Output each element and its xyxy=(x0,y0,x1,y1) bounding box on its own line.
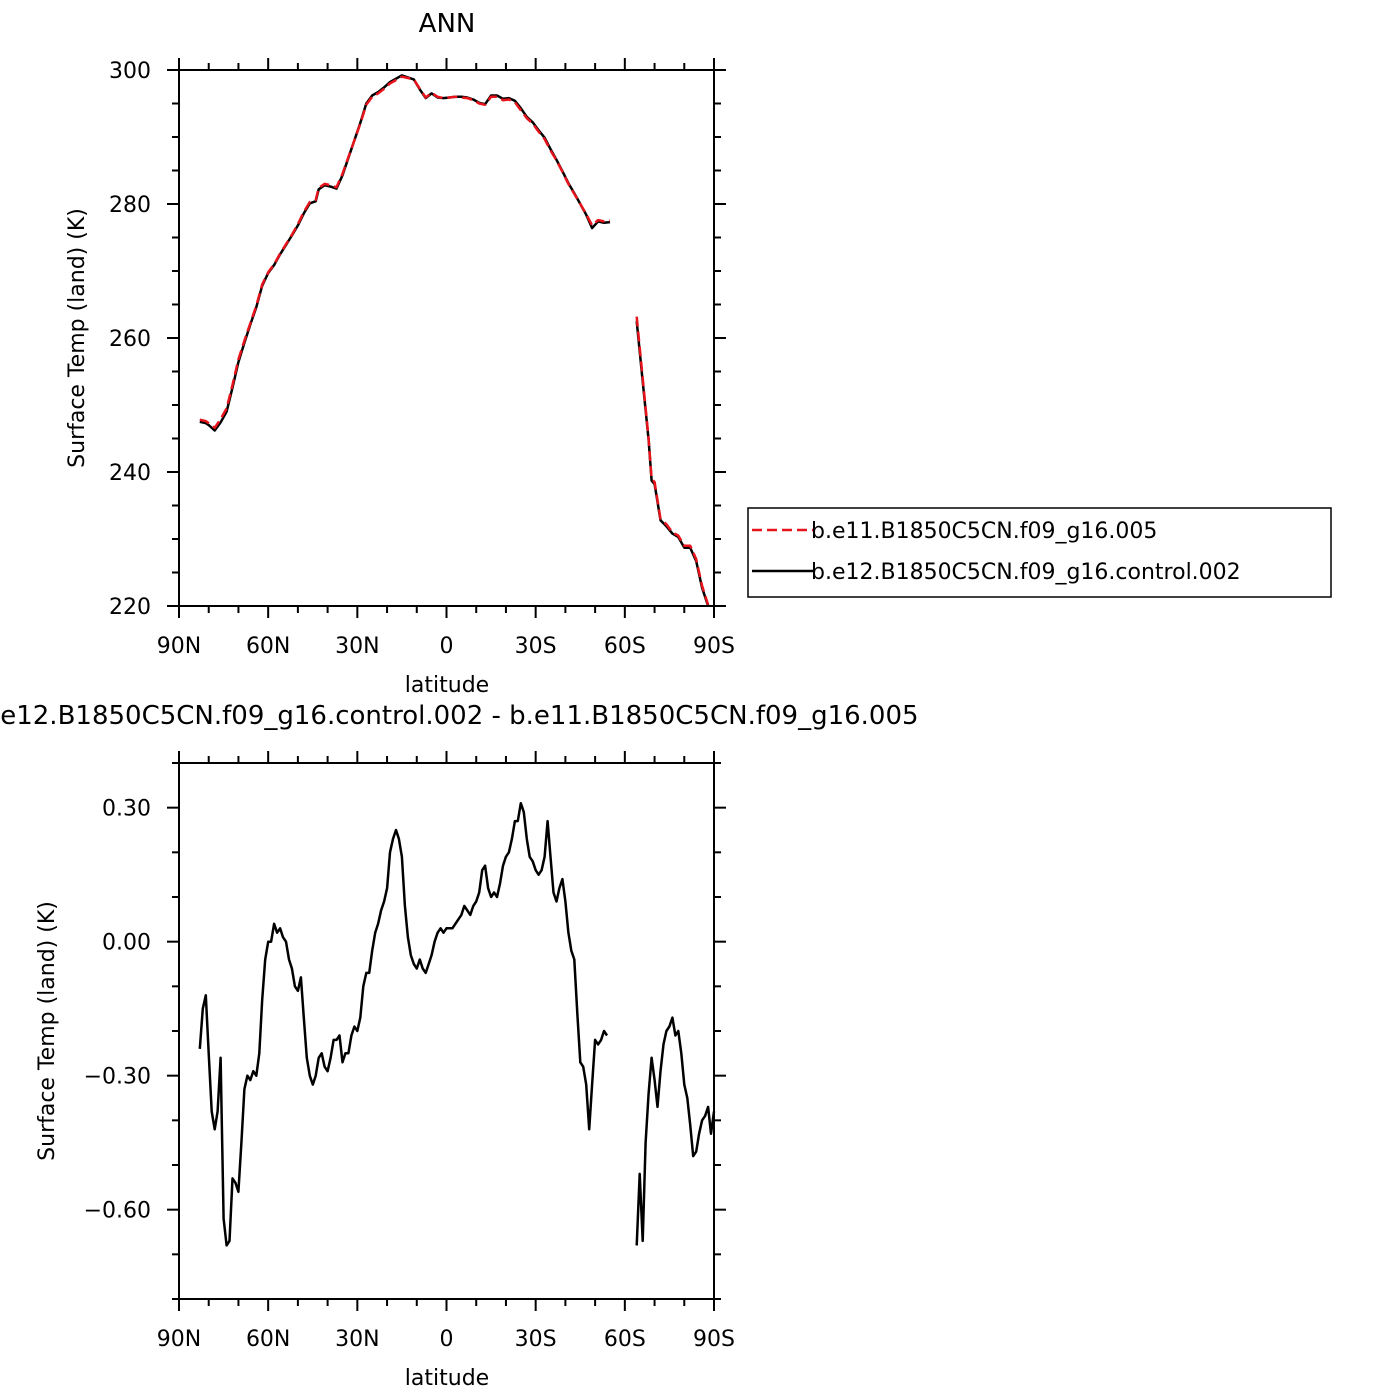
bottom-plot-frame xyxy=(178,762,715,1300)
bottom-x-axis-label: latitude xyxy=(405,1366,489,1391)
top-y-tick-label: 300 xyxy=(109,59,151,84)
top-plot-tick-labels: 90N 60N 30N 0 30S 60S 90S 300 280 260 240 220 xyxy=(109,59,735,659)
bottom-y-tick-label: −0.30 xyxy=(84,1065,151,1090)
top-x-tick-label: 60S xyxy=(604,634,646,659)
bottom-plot-lines xyxy=(198,801,716,1247)
top-x-tick-label: 90N xyxy=(157,634,201,659)
top-series-2-line xyxy=(635,321,710,607)
top-y-tick-label: 240 xyxy=(109,461,151,486)
bottom-series-1-line xyxy=(635,1016,716,1246)
legend: b.e11.B1850C5CN.f09_g16.005 b.e12.B1850C… xyxy=(747,507,1332,598)
top-y-tick-label: 280 xyxy=(109,193,151,218)
top-plot-lines xyxy=(199,74,710,607)
bottom-x-tick-label: 90S xyxy=(693,1327,735,1352)
top-plot-title: ANN xyxy=(419,9,476,39)
bottom-x-tick-label: 60N xyxy=(246,1327,290,1352)
top-y-tick-label: 260 xyxy=(109,327,151,352)
bottom-x-tick-label: 30S xyxy=(515,1327,557,1352)
bottom-y-tick-label: 0.00 xyxy=(102,931,151,956)
top-series-1-line xyxy=(635,316,710,606)
top-series-2-line xyxy=(199,74,611,432)
legend-box xyxy=(747,507,1332,598)
bottom-y-tick-label: −0.60 xyxy=(84,1199,151,1224)
top-x-tick-label: 0 xyxy=(440,634,454,659)
top-x-axis-label: latitude xyxy=(405,673,489,698)
bottom-y-axis-label: Surface Temp (land) (K) xyxy=(35,901,60,1161)
top-y-tick-label: 220 xyxy=(109,595,151,620)
bottom-x-tick-label: 0 xyxy=(440,1327,454,1352)
bottom-plot-title: b.e12.B1850C5CN.f09_g16.control.002 - b.… xyxy=(0,701,919,731)
bottom-x-tick-label: 90N xyxy=(157,1327,201,1352)
top-x-tick-label: 30S xyxy=(515,634,557,659)
bottom-plot-tick-labels: 90N 60N 30N 0 30S 60S 90S 0.30 0.00 −0.30 −0.60 xyxy=(84,797,735,1352)
top-x-tick-label: 30N xyxy=(335,634,379,659)
legend-entry-1: b.e11.B1850C5CN.f09_g16.005 xyxy=(811,519,1157,544)
top-x-tick-label: 90S xyxy=(693,634,735,659)
bottom-plot-ticks xyxy=(167,751,726,1311)
top-plot-frame xyxy=(178,69,715,607)
top-series-1-line xyxy=(199,75,611,430)
bottom-series-1-line xyxy=(198,801,609,1247)
top-x-tick-label: 60N xyxy=(246,634,290,659)
top-plot-ticks xyxy=(167,58,726,618)
bottom-y-tick-label: 0.30 xyxy=(102,797,151,822)
bottom-x-tick-label: 60S xyxy=(604,1327,646,1352)
legend-entry-2: b.e12.B1850C5CN.f09_g16.control.002 xyxy=(811,560,1241,585)
top-y-axis-label: Surface Temp (land) (K) xyxy=(65,208,90,468)
bottom-x-tick-label: 30N xyxy=(335,1327,379,1352)
